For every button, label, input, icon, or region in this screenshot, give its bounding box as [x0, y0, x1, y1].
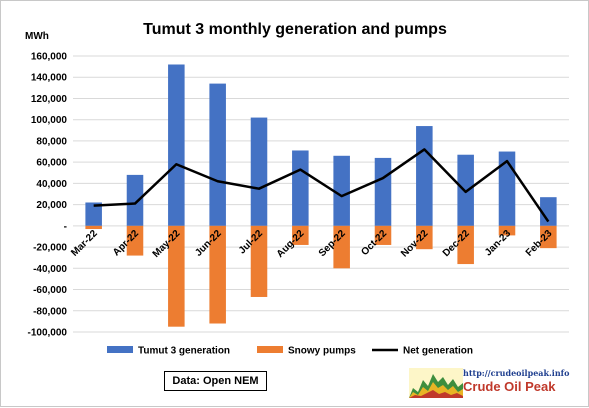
y-tick-label: -100,000: [28, 328, 68, 339]
y-tick-label: 140,000: [31, 73, 68, 84]
y-axis-unit-label: MWh: [25, 31, 49, 42]
x-tick-label: Jan-23: [483, 228, 513, 258]
pump-bar: [126, 225, 144, 256]
generation-bar: [168, 64, 185, 226]
pump-bar: [457, 225, 474, 265]
pump-bar: [540, 225, 557, 249]
pump-bar: [168, 225, 185, 327]
legend-label: Tumut 3 generation: [138, 346, 230, 357]
generation-bar: [498, 151, 516, 226]
pump-bar: [498, 225, 516, 236]
pump-bar: [85, 225, 102, 230]
y-tick-label: -: [64, 221, 67, 232]
pump-bar: [333, 225, 350, 269]
legend-label: Snowy pumps: [288, 346, 356, 357]
generation-bar: [85, 202, 102, 226]
y-tick-label: 20,000: [36, 200, 67, 211]
pump-bar: [292, 225, 309, 245]
watermark-brand: Crude Oil Peak: [463, 379, 556, 394]
watermark-url: http://crudeoilpeak.info: [463, 368, 570, 378]
generation-bar: [250, 117, 268, 226]
generation-bar: [374, 157, 392, 226]
pump-bar: [250, 225, 268, 297]
generation-bar: [416, 126, 433, 226]
gridlines: [73, 55, 569, 333]
legend-item: Net generation: [372, 346, 473, 357]
crude-oil-peak-logo-icon: [409, 368, 463, 398]
legend-item: Tumut 3 generation: [107, 346, 230, 357]
pump-bars: [85, 225, 557, 327]
y-tick-label: -60,000: [33, 285, 67, 296]
x-tick-label: Mar-22: [69, 228, 100, 259]
generation-bars: [85, 64, 557, 226]
pump-bar: [209, 225, 226, 324]
net-generation-line: [93, 148, 550, 223]
legend-item: Snowy pumps: [257, 346, 356, 357]
net-generation-series-line: [93, 148, 550, 223]
y-tick-label: 60,000: [36, 158, 67, 169]
generation-bar: [333, 155, 350, 226]
generation-bar: [292, 150, 309, 226]
generation-bar: [209, 83, 226, 226]
legend: Tumut 3 generation Snowy pumps Net generat…: [107, 346, 473, 357]
legend-label: Net generation: [403, 346, 473, 357]
generation-bar: [540, 197, 557, 226]
y-tick-label: 80,000: [36, 136, 67, 147]
pump-bar: [416, 225, 433, 250]
y-tick-label: -80,000: [33, 306, 67, 317]
y-axis-ticks: 160,000 140,000 120,000 100,000 80,000 60,000…: [28, 52, 68, 339]
y-tick-label: 120,000: [31, 94, 68, 105]
data-source-note: Data: Open NEM: [164, 371, 267, 391]
y-tick-label: 100,000: [31, 115, 68, 126]
legend-swatch: [257, 346, 283, 353]
y-tick-label: -40,000: [33, 264, 67, 275]
y-tick-label: -20,000: [33, 243, 67, 254]
chart-title: Tumut 3 monthly generation and pumps: [143, 21, 447, 38]
y-tick-label: 40,000: [36, 179, 67, 190]
pump-bar: [374, 225, 392, 245]
generation-bar: [126, 174, 144, 226]
legend-swatch: [107, 346, 133, 353]
y-tick-label: 160,000: [31, 52, 68, 63]
